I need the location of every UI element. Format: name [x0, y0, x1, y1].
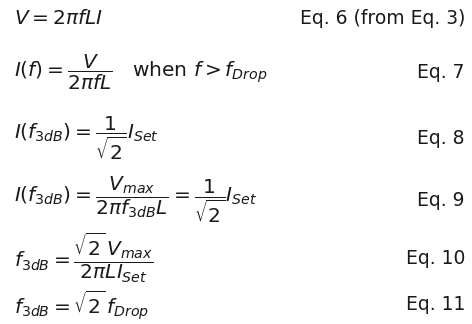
- Text: Eq. 6 (from Eq. 3): Eq. 6 (from Eq. 3): [300, 8, 465, 28]
- Text: $I(f_{3dB}) = \dfrac{1}{\sqrt{2}} I_{Set}$: $I(f_{3dB}) = \dfrac{1}{\sqrt{2}} I_{Set…: [14, 114, 159, 162]
- Text: $f_{3dB} = \dfrac{\sqrt{2}\,V_{max}}{2\pi LI_{Set}}$: $f_{3dB} = \dfrac{\sqrt{2}\,V_{max}}{2\p…: [14, 231, 153, 285]
- Text: $V = 2\pi fLI$: $V = 2\pi fLI$: [14, 8, 103, 28]
- Text: $I(f) = \dfrac{V}{2\pi fL}$   when $f > f_{Drop}$: $I(f) = \dfrac{V}{2\pi fL}$ when $f > f_…: [14, 52, 268, 92]
- Text: Eq. 10: Eq. 10: [405, 249, 465, 268]
- Text: $I(f_{3dB}) = \dfrac{V_{max}}{2\pi f_{3dB}L} = \dfrac{1}{\sqrt{2}} I_{Set}$: $I(f_{3dB}) = \dfrac{V_{max}}{2\pi f_{3d…: [14, 175, 258, 226]
- Text: Eq. 9: Eq. 9: [417, 191, 465, 210]
- Text: Eq. 11: Eq. 11: [405, 295, 465, 315]
- Text: $f_{3dB} = \sqrt{2}\,f_{Drop}$: $f_{3dB} = \sqrt{2}\,f_{Drop}$: [14, 288, 149, 322]
- Text: Eq. 7: Eq. 7: [417, 63, 465, 82]
- Text: Eq. 8: Eq. 8: [417, 129, 465, 147]
